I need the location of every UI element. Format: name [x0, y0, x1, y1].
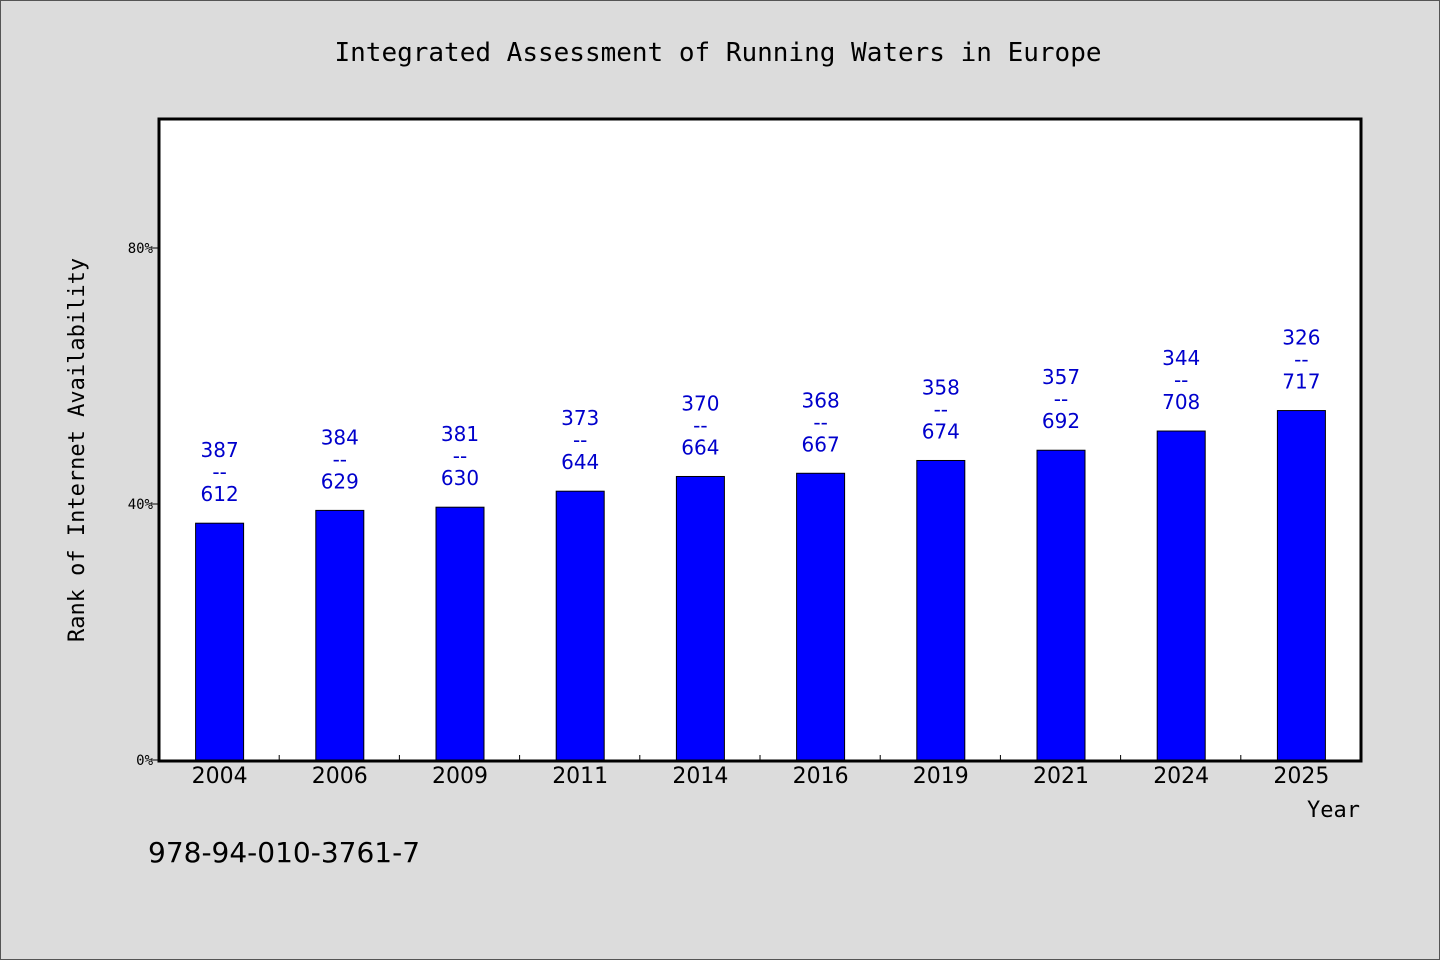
- data-label-2016-line-3: 667: [802, 432, 840, 456]
- data-label-2025-line-2: --: [1294, 348, 1308, 372]
- bar-2004: [195, 522, 245, 761]
- data-label-2004-line-3: 612: [201, 482, 239, 506]
- bar-2024: [1156, 430, 1206, 761]
- bars: [195, 410, 1326, 761]
- x-tick-label-2006: 2006: [312, 764, 368, 789]
- x-tick-label-2021: 2021: [1033, 764, 1089, 789]
- data-label-2025-line-1: 326: [1282, 326, 1320, 350]
- data-label-2014-line-3: 664: [681, 435, 719, 459]
- data-label-2014-line-1: 370: [681, 391, 719, 415]
- data-label-2016-line-1: 368: [802, 388, 840, 412]
- data-label-2006-line-3: 629: [321, 469, 359, 493]
- y-axis-ticks: 0% 40% 80%: [128, 241, 159, 769]
- data-label-2024-line-1: 344: [1162, 346, 1200, 370]
- data-label-2014-line-2: --: [693, 413, 707, 437]
- data-label-2024-line-3: 708: [1162, 390, 1200, 414]
- bar-2019: [916, 459, 966, 761]
- data-label-2019-line-1: 358: [922, 375, 960, 399]
- y-tick-label: 80%: [128, 241, 154, 257]
- data-label-2021-line-2: --: [1054, 387, 1068, 411]
- data-label-2009-line-1: 381: [441, 422, 479, 446]
- footer-code: 978-94-010-3761-7: [148, 836, 420, 869]
- x-tick-label-2019: 2019: [913, 764, 969, 789]
- x-tick-label-2009: 2009: [432, 764, 488, 789]
- data-labels: 387--612384--629381--630373--644370--664…: [201, 326, 1321, 507]
- x-axis-ticks: 2004 2006 2009 2011 2014 2016 2019 2021 2024 2025: [192, 755, 1329, 789]
- data-label-2021-line-3: 692: [1042, 409, 1080, 433]
- data-label-2011-line-1: 373: [561, 406, 599, 430]
- data-label-2011-line-3: 644: [561, 450, 599, 474]
- data-label-2019-line-3: 674: [922, 419, 960, 443]
- data-label-2019-line-2: --: [934, 397, 948, 421]
- bar-2014: [675, 475, 725, 761]
- y-tick-label: 0%: [136, 753, 153, 769]
- data-label-2004-line-1: 387: [201, 438, 239, 462]
- data-label-2025-line-3: 717: [1282, 370, 1320, 394]
- data-label-2011-line-2: --: [573, 428, 587, 452]
- data-label-2006-line-1: 384: [321, 425, 359, 449]
- data-label-2004-line-2: --: [212, 460, 226, 484]
- y-tick-label: 40%: [128, 497, 154, 513]
- x-tick-label-2016: 2016: [793, 764, 849, 789]
- data-label-2009-line-2: --: [453, 444, 467, 468]
- bar-2021: [1036, 449, 1086, 761]
- x-tick-label-2014: 2014: [672, 764, 728, 789]
- chart-title: Integrated Assessment of Running Waters …: [334, 38, 1101, 68]
- data-label-2009-line-3: 630: [441, 466, 479, 490]
- data-label-2016-line-2: --: [813, 410, 827, 434]
- bar-2011: [555, 490, 605, 761]
- bar-2025: [1276, 410, 1326, 761]
- bar-2016: [796, 472, 846, 761]
- x-tick-label-2004: 2004: [192, 764, 248, 789]
- x-tick-label-2024: 2024: [1153, 764, 1209, 789]
- x-axis-title: Year: [1307, 798, 1360, 823]
- bar-2006: [315, 509, 365, 761]
- y-axis-title: Rank of Internet Availability: [65, 258, 90, 642]
- x-tick-label-2011: 2011: [552, 764, 608, 789]
- data-label-2006-line-2: --: [333, 447, 347, 471]
- data-label-2024-line-2: --: [1174, 368, 1188, 392]
- x-tick-label-2025: 2025: [1273, 764, 1329, 789]
- data-label-2021-line-1: 357: [1042, 365, 1080, 389]
- bar-2009: [435, 506, 485, 761]
